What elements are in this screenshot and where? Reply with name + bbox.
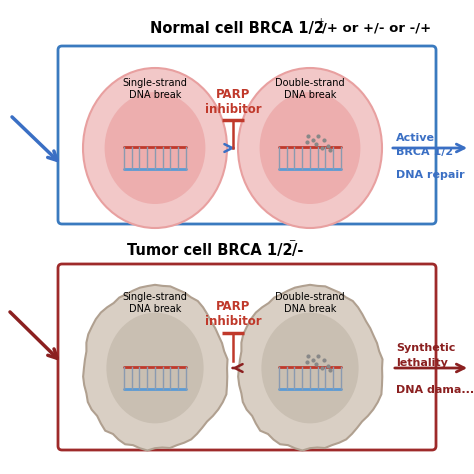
Text: inhibitor: inhibitor — [205, 315, 261, 328]
Ellipse shape — [238, 68, 382, 228]
Text: Normal cell BRCA 1/2: Normal cell BRCA 1/2 — [150, 20, 324, 36]
Polygon shape — [238, 285, 383, 450]
Text: inhibitor: inhibitor — [205, 103, 261, 116]
Polygon shape — [83, 285, 228, 450]
Ellipse shape — [106, 313, 204, 423]
Ellipse shape — [105, 92, 205, 204]
Text: Single-strand
DNA break: Single-strand DNA break — [123, 78, 187, 100]
Text: PARP: PARP — [216, 300, 250, 313]
Text: $^-$: $^-$ — [287, 237, 297, 250]
Ellipse shape — [83, 68, 227, 228]
Text: Single-strand
DNA break: Single-strand DNA break — [123, 292, 187, 314]
Ellipse shape — [261, 313, 359, 423]
Text: /-: /- — [292, 243, 303, 257]
Ellipse shape — [260, 92, 360, 204]
Text: Active: Active — [396, 133, 435, 143]
Text: Tumor cell BRCA 1/2: Tumor cell BRCA 1/2 — [127, 243, 293, 257]
Text: DNA repair: DNA repair — [396, 170, 465, 180]
Text: $^+$: $^+$ — [316, 17, 325, 27]
Text: lethality: lethality — [396, 358, 448, 368]
FancyBboxPatch shape — [58, 46, 436, 224]
Text: DNA dama...: DNA dama... — [396, 385, 474, 395]
Text: Synthetic: Synthetic — [396, 343, 456, 353]
FancyBboxPatch shape — [58, 264, 436, 450]
Text: Double-strand
DNA break: Double-strand DNA break — [275, 292, 345, 314]
Text: PARP: PARP — [216, 88, 250, 101]
Text: Double-strand
DNA break: Double-strand DNA break — [275, 78, 345, 100]
Text: /+ or +/- or -/+: /+ or +/- or -/+ — [322, 21, 431, 35]
Text: BRCA 1/2: BRCA 1/2 — [396, 147, 453, 157]
